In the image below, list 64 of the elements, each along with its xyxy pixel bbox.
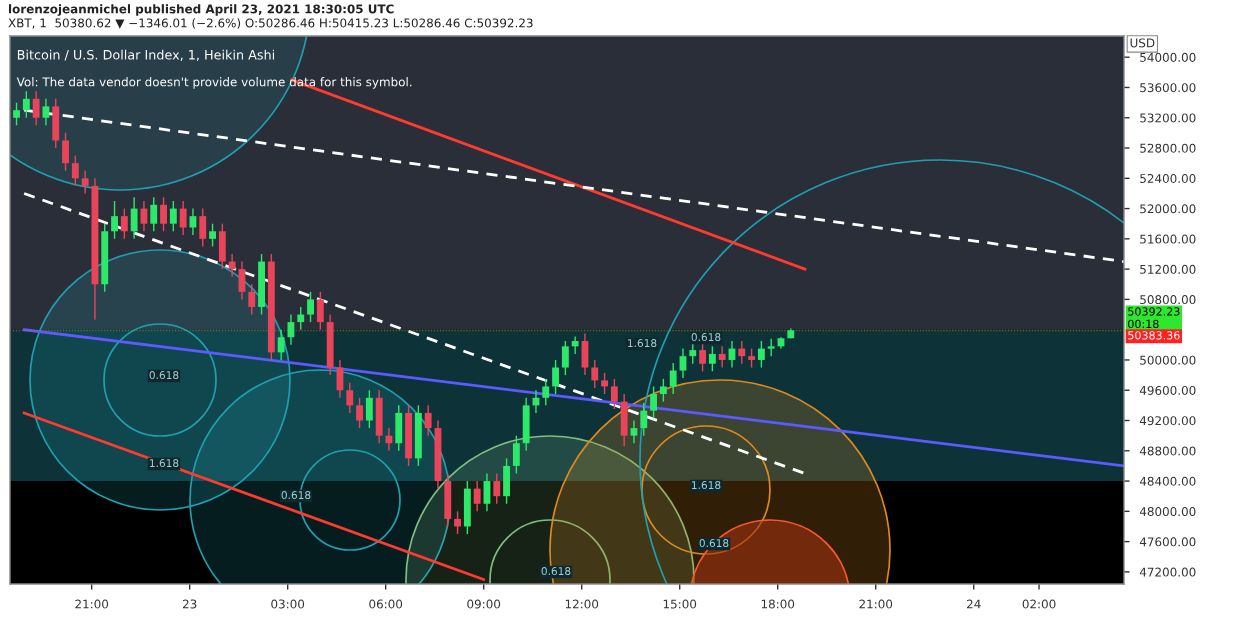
candlestick [346, 381, 354, 414]
candlestick [699, 341, 706, 373]
candlestick [356, 397, 363, 429]
candlestick [307, 291, 314, 323]
candlestick [571, 335, 579, 355]
candlestick [32, 90, 40, 127]
candlestick [277, 328, 285, 361]
candlestick [395, 404, 403, 452]
candlestick [473, 480, 481, 513]
candlestick [375, 389, 383, 444]
candlestick [130, 196, 138, 240]
candlestick [610, 378, 618, 410]
candlestick [503, 457, 510, 505]
candlestick [297, 306, 305, 331]
candlestick [120, 207, 128, 240]
candlestick [650, 385, 657, 419]
candlestick [228, 253, 236, 278]
candlestick [601, 372, 608, 395]
candlestick [42, 98, 50, 127]
candlestick [640, 402, 648, 437]
candlestick [150, 196, 158, 232]
candlestick [689, 341, 697, 365]
candlestick [414, 404, 422, 467]
candlestick [444, 472, 452, 528]
candlestick [552, 359, 559, 395]
candlestick [111, 200, 118, 240]
candlestick [522, 397, 530, 452]
candlestick [767, 338, 775, 357]
candlestick [13, 101, 20, 127]
candlestick [316, 291, 324, 331]
candlestick [160, 196, 167, 232]
candlestick [493, 472, 501, 505]
candlestick [22, 90, 30, 119]
candlestick [512, 434, 520, 475]
candlestick [669, 362, 677, 395]
candlestick [169, 200, 177, 232]
candlestick [757, 340, 765, 369]
candlestick [679, 347, 687, 379]
candlestick [62, 132, 69, 172]
candlestick [718, 345, 726, 369]
candlestick [405, 404, 412, 467]
candlestick [199, 207, 207, 248]
candlestick [748, 347, 756, 369]
candlestick [258, 253, 265, 316]
candlestick [179, 200, 187, 236]
candlestick [454, 510, 461, 535]
candlestick [738, 340, 746, 365]
candlestick [52, 98, 60, 149]
candlestick [365, 389, 373, 429]
candlestick [630, 419, 638, 444]
candlestick [218, 223, 226, 270]
candlestick [561, 340, 569, 376]
candlestick [326, 313, 334, 376]
candlestick [209, 223, 216, 248]
candlestick [463, 480, 471, 535]
candlestick [248, 283, 256, 316]
candlestick [620, 393, 628, 447]
candlestick [659, 378, 667, 403]
candlestick [542, 378, 550, 407]
candlestick [71, 154, 79, 187]
candlestick [81, 170, 89, 195]
candlestick [708, 345, 716, 373]
candlestick [591, 359, 599, 389]
candlestick [424, 404, 432, 437]
